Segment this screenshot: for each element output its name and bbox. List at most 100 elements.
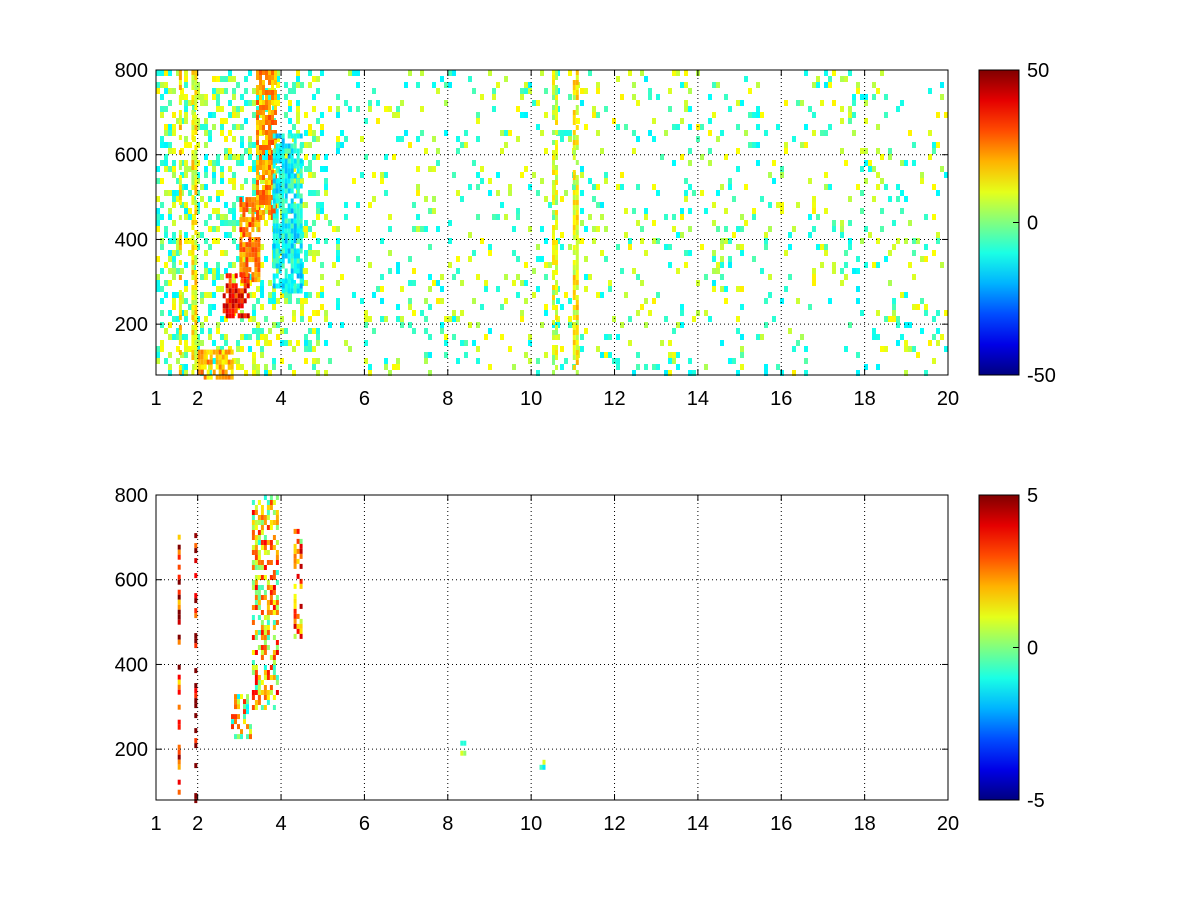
heatmap-cell bbox=[164, 130, 168, 136]
heatmap-cell bbox=[648, 94, 652, 100]
heatmap-feature-cell bbox=[296, 193, 300, 199]
heatmap-cell bbox=[796, 340, 800, 346]
heatmap-feature-cell bbox=[272, 273, 276, 279]
heatmap-cell bbox=[408, 280, 412, 286]
heatmap-feature-cell bbox=[275, 595, 279, 600]
heatmap-feature-cell bbox=[262, 105, 265, 110]
heatmap-cell bbox=[312, 106, 316, 112]
heatmap-feature-cell bbox=[266, 690, 270, 695]
heatmap-feature-cell bbox=[256, 150, 259, 155]
heatmap-feature-cell bbox=[194, 240, 198, 245]
heatmap-feature-cell bbox=[237, 724, 240, 730]
heatmap-cell bbox=[936, 190, 940, 196]
heatmap-cell bbox=[848, 322, 852, 328]
heatmap-cell bbox=[520, 316, 524, 322]
heatmap-feature-cell bbox=[269, 540, 273, 545]
heatmap-cell bbox=[792, 346, 796, 352]
heatmap-cell bbox=[912, 304, 916, 310]
heatmap-feature-cell bbox=[209, 374, 213, 380]
heatmap-cell bbox=[804, 124, 808, 130]
heatmap-feature-cell bbox=[293, 548, 297, 554]
heatmap-feature-cell bbox=[572, 210, 576, 215]
heatmap-cell bbox=[876, 238, 880, 244]
heatmap-feature-cell bbox=[268, 120, 271, 125]
x-tick-label: 18 bbox=[854, 813, 876, 835]
heatmap-feature-cell bbox=[256, 120, 259, 125]
heatmap-cell bbox=[920, 298, 924, 304]
heatmap-cell bbox=[204, 130, 208, 136]
heatmap-cell bbox=[164, 124, 168, 130]
heatmap-cell bbox=[260, 292, 264, 298]
heatmap-feature-cell bbox=[290, 283, 294, 289]
heatmap-feature-cell bbox=[575, 325, 579, 330]
heatmap-feature-cell bbox=[274, 170, 277, 175]
heatmap-cell bbox=[296, 118, 300, 124]
heatmap-feature-cell bbox=[275, 223, 279, 229]
heatmap-cell bbox=[156, 196, 160, 202]
heatmap-feature-cell bbox=[194, 533, 198, 539]
heatmap-cell bbox=[312, 250, 316, 256]
heatmap-cell bbox=[240, 106, 244, 112]
x-tick-label: 6 bbox=[359, 813, 370, 835]
heatmap-cell bbox=[224, 232, 228, 238]
heatmap-cell bbox=[200, 292, 204, 298]
heatmap-feature-cell bbox=[254, 605, 258, 610]
heatmap-feature-cell bbox=[555, 190, 558, 195]
heatmap-cell bbox=[200, 196, 204, 202]
heatmap-cell bbox=[356, 226, 360, 232]
heatmap-cell bbox=[804, 346, 808, 352]
heatmap-feature-cell bbox=[194, 75, 198, 80]
heatmap-cell bbox=[316, 334, 320, 340]
heatmap-cell bbox=[160, 244, 164, 250]
heatmap-feature-cell bbox=[194, 245, 198, 250]
heatmap-feature-cell bbox=[178, 330, 182, 335]
heatmap-feature-cell bbox=[257, 585, 261, 590]
heatmap-cell bbox=[292, 280, 296, 286]
heatmap-feature-cell bbox=[272, 173, 276, 179]
x-tick-label: 10 bbox=[520, 813, 542, 835]
heatmap-cell bbox=[188, 100, 192, 106]
heatmap-cell bbox=[244, 148, 248, 154]
heatmap-feature-cell bbox=[177, 554, 181, 560]
heatmap-cell bbox=[240, 184, 244, 190]
heatmap-cell bbox=[224, 340, 228, 346]
heatmap-feature-cell bbox=[194, 598, 198, 604]
heatmap-feature-cell bbox=[237, 303, 241, 309]
heatmap-cell bbox=[292, 166, 296, 172]
heatmap-feature-cell bbox=[178, 75, 182, 80]
heatmap-cell bbox=[228, 208, 232, 214]
heatmap-cell bbox=[564, 190, 568, 196]
heatmap-cell bbox=[188, 190, 192, 196]
heatmap-feature-cell bbox=[197, 364, 201, 370]
heatmap-feature-cell bbox=[251, 535, 255, 540]
heatmap-cell bbox=[484, 334, 488, 340]
heatmap-feature-cell bbox=[290, 253, 294, 259]
heatmap-feature-cell bbox=[299, 248, 303, 254]
heatmap-feature-cell bbox=[231, 308, 235, 314]
heatmap-cell bbox=[808, 304, 812, 310]
heatmap-cell bbox=[532, 172, 536, 178]
heatmap-cell bbox=[376, 286, 380, 292]
heatmap-cell bbox=[608, 280, 612, 286]
heatmap-feature-cell bbox=[206, 349, 210, 355]
heatmap-feature-cell bbox=[256, 185, 259, 190]
heatmap-cell bbox=[664, 316, 668, 322]
heatmap-cell bbox=[204, 100, 208, 106]
heatmap-feature-cell bbox=[274, 70, 277, 75]
heatmap-feature-cell bbox=[257, 690, 261, 695]
heatmap-feature-cell bbox=[271, 95, 274, 100]
heatmap-cell bbox=[184, 310, 188, 316]
heatmap-feature-cell bbox=[287, 208, 291, 214]
heatmap-feature-cell bbox=[178, 165, 182, 170]
heatmap-feature-cell bbox=[221, 359, 225, 365]
heatmap-cell bbox=[296, 82, 300, 88]
heatmap-cell bbox=[416, 226, 420, 232]
heatmap-cell bbox=[156, 88, 160, 94]
heatmap-feature-cell bbox=[231, 288, 235, 294]
heatmap-cell bbox=[316, 154, 320, 160]
heatmap-feature-cell bbox=[256, 140, 259, 145]
heatmap-feature-cell bbox=[572, 215, 576, 220]
heatmap-cell bbox=[788, 274, 792, 280]
heatmap-cell bbox=[256, 106, 260, 112]
heatmap-feature-cell bbox=[296, 228, 300, 234]
